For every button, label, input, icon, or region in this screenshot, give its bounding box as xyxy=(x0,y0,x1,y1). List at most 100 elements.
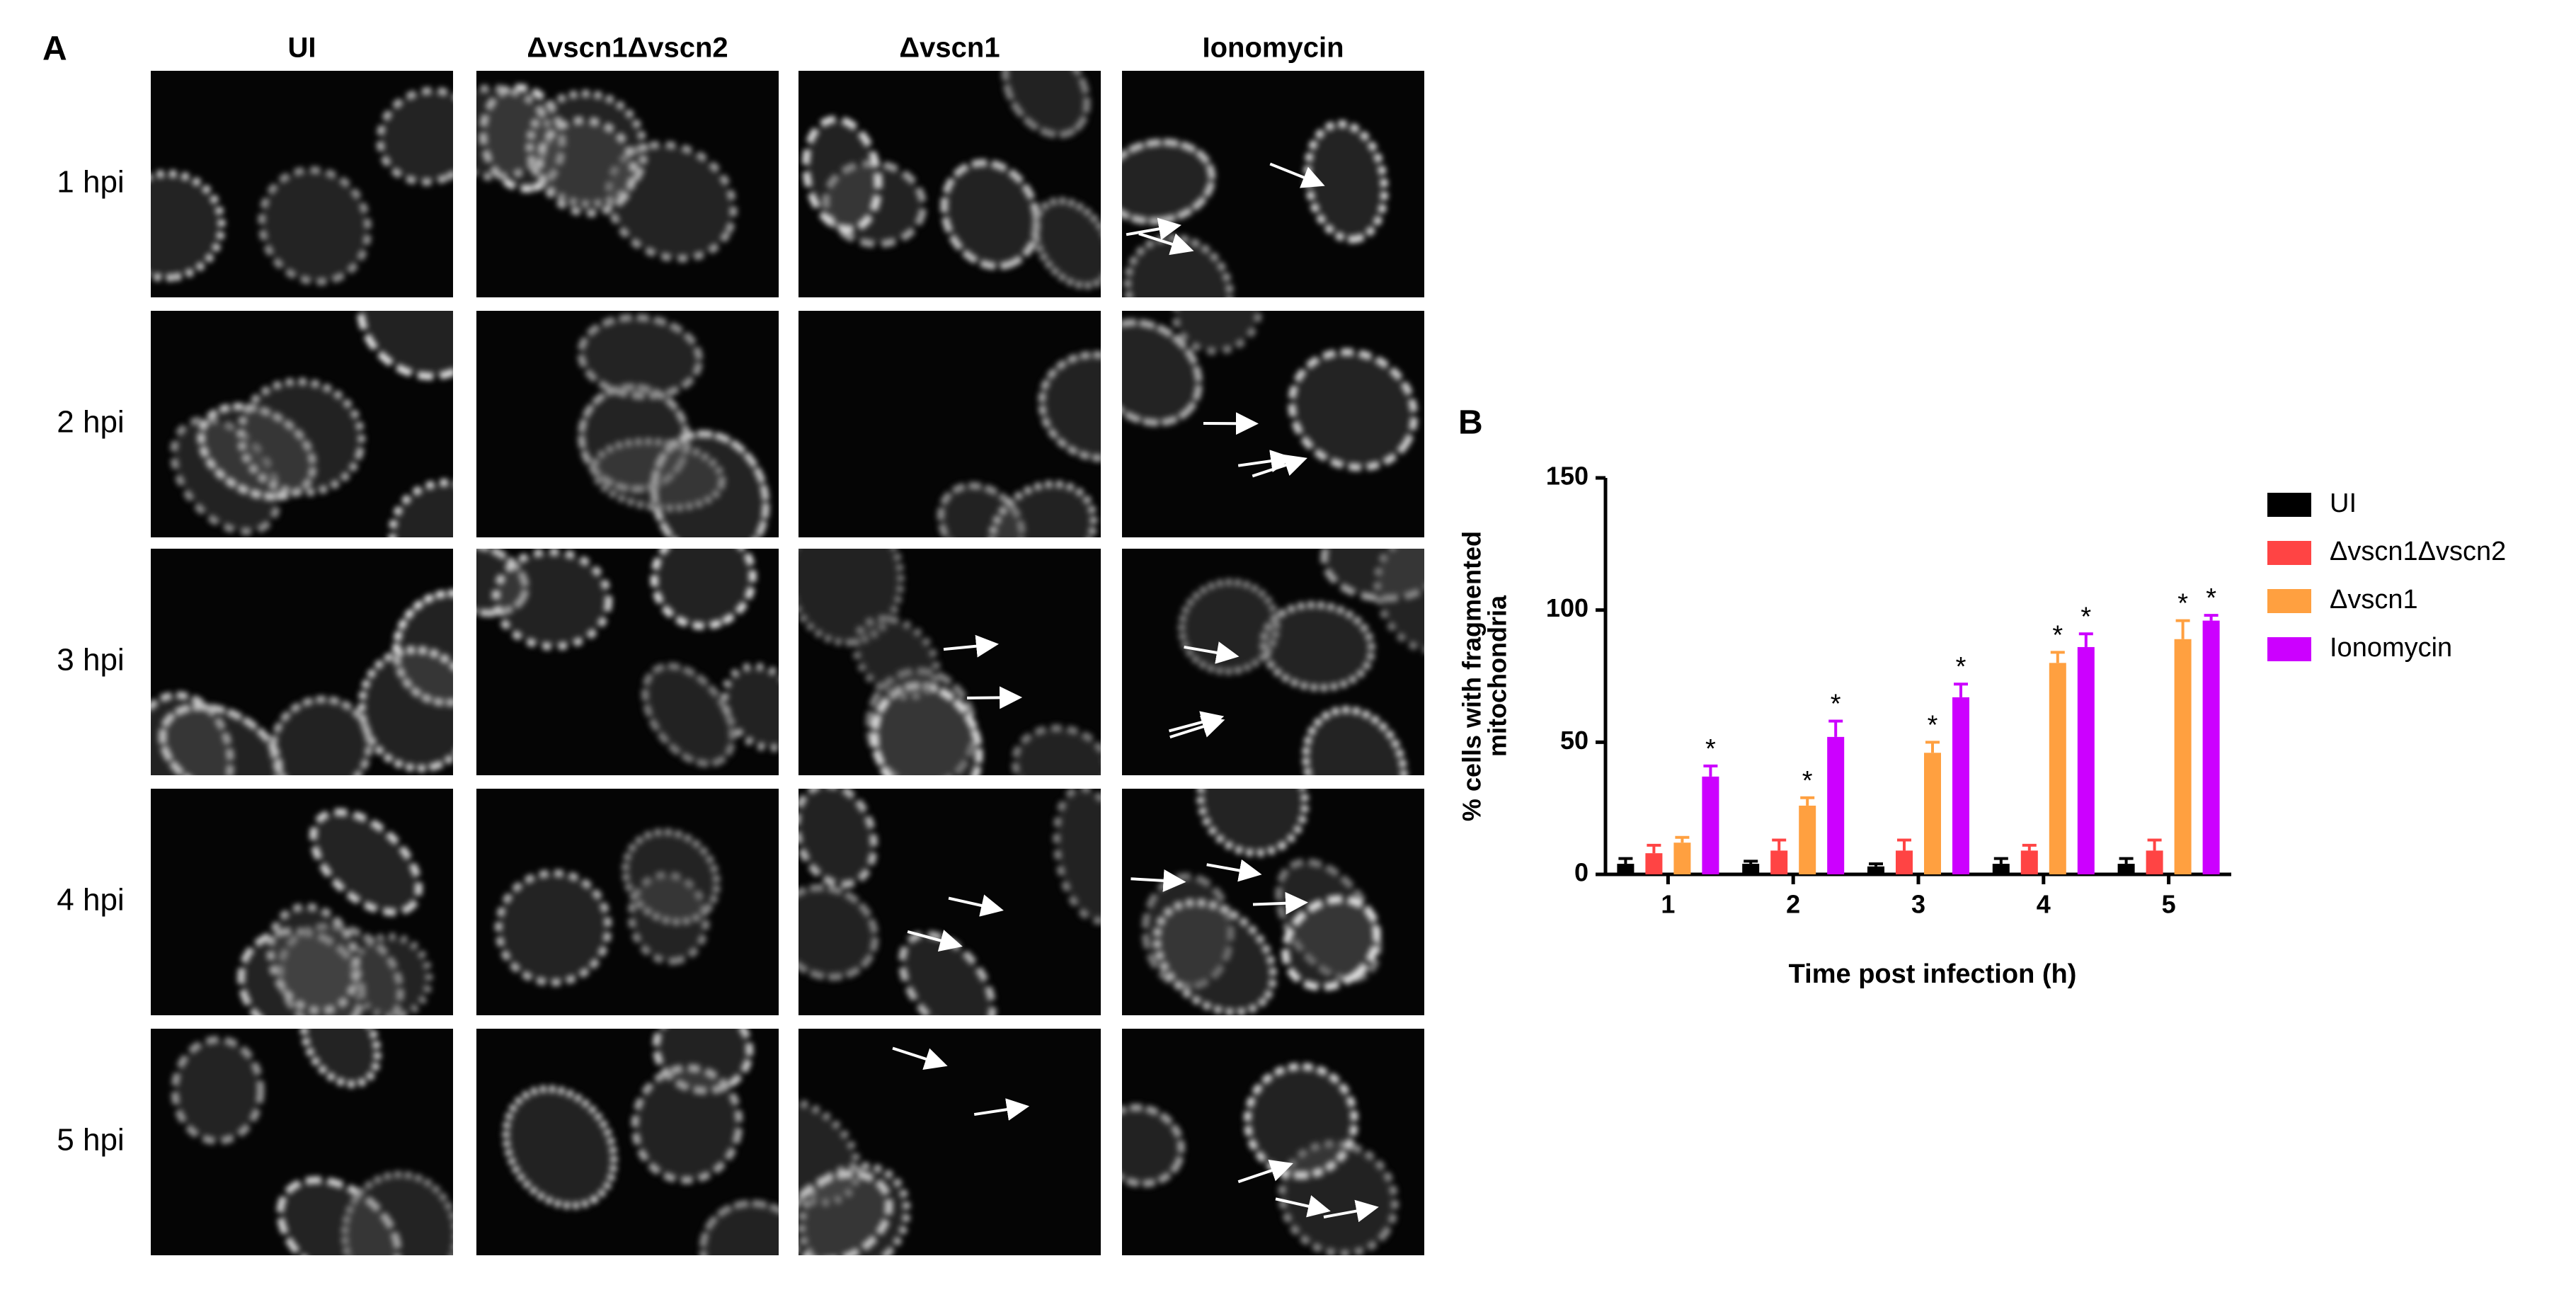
bar xyxy=(1702,776,1719,874)
cell xyxy=(699,1199,779,1255)
significance-marker: * xyxy=(1802,766,1813,796)
cell xyxy=(357,311,453,380)
cell xyxy=(1038,350,1101,462)
significance-marker: * xyxy=(1705,734,1716,764)
cell xyxy=(988,480,1098,537)
legend-swatch xyxy=(2267,493,2311,517)
legend-label: Ionomycin xyxy=(2330,633,2452,663)
panel-label: A xyxy=(42,30,67,68)
cells xyxy=(237,808,433,1015)
bar xyxy=(1617,864,1635,874)
bar xyxy=(1992,864,2010,874)
cell xyxy=(622,828,721,926)
cell xyxy=(1172,311,1263,355)
y-tick-label: 50 xyxy=(1560,726,1588,755)
cell xyxy=(1011,724,1101,775)
arrow xyxy=(1252,891,1308,915)
bar xyxy=(1952,697,1969,874)
micrograph xyxy=(1122,71,1424,297)
arrow xyxy=(1252,454,1307,478)
y-axis-title: mitochondria xyxy=(1483,595,1512,757)
cell xyxy=(940,159,1041,270)
cell xyxy=(1281,895,1381,991)
bar xyxy=(1645,853,1663,874)
x-tick-label: 2 xyxy=(1786,890,1800,919)
cell xyxy=(309,808,423,916)
significance-marker: * xyxy=(1831,689,1841,719)
row-label: 3 hpi xyxy=(57,643,124,678)
cell xyxy=(376,86,453,186)
cell xyxy=(721,663,779,752)
bar xyxy=(1799,805,1816,874)
cells xyxy=(171,1029,453,1255)
micrograph xyxy=(798,789,1101,1015)
cell xyxy=(802,115,882,234)
significance-marker: * xyxy=(2206,583,2216,613)
arrow xyxy=(1269,162,1325,188)
cell xyxy=(577,314,703,400)
micrograph xyxy=(798,71,1101,297)
column-header: UI xyxy=(288,33,316,64)
bar xyxy=(1924,753,1941,874)
cell xyxy=(631,1064,743,1184)
cells xyxy=(802,71,1101,290)
micrograph xyxy=(1122,549,1424,775)
arrow xyxy=(1184,641,1240,664)
arrow xyxy=(892,1046,948,1070)
arrow xyxy=(1138,232,1194,256)
cell xyxy=(1153,898,1277,1015)
micrograph xyxy=(151,549,453,775)
cell xyxy=(1002,71,1091,139)
cell xyxy=(159,703,283,775)
micrograph xyxy=(798,311,1101,537)
cell xyxy=(236,377,365,496)
bar xyxy=(2117,864,2135,874)
x-axis-title: Time post infection (h) xyxy=(1789,959,2077,989)
cell xyxy=(1122,1104,1185,1187)
legend-swatch xyxy=(2267,541,2311,565)
bar xyxy=(2049,663,2066,874)
micrograph xyxy=(1122,789,1424,1015)
cell xyxy=(1123,234,1234,297)
x-tick-label: 3 xyxy=(1911,890,1925,919)
micrograph xyxy=(151,311,453,537)
cell xyxy=(495,869,612,986)
cell xyxy=(171,1036,265,1145)
cell xyxy=(1244,1063,1358,1180)
cell xyxy=(1122,319,1203,427)
cell xyxy=(1304,120,1388,244)
cells xyxy=(937,350,1101,537)
cell xyxy=(590,438,726,512)
arrow xyxy=(1237,450,1294,472)
cell xyxy=(1196,789,1309,857)
y-tick-label: 0 xyxy=(1574,858,1588,887)
cell xyxy=(1373,549,1424,654)
arrow xyxy=(943,634,999,658)
micrograph xyxy=(151,789,453,1015)
micrograph xyxy=(151,71,453,297)
cell xyxy=(898,930,997,1015)
row-label: 1 hpi xyxy=(57,165,124,200)
column-header: Δvscn1 xyxy=(899,33,1000,64)
significance-marker: * xyxy=(2177,589,2188,619)
column-header: Ionomycin xyxy=(1202,33,1344,64)
significance-marker: * xyxy=(2080,602,2091,632)
cell xyxy=(269,695,373,775)
significance-marker: * xyxy=(1956,652,1967,682)
arrow xyxy=(1275,1195,1331,1218)
micrograph xyxy=(476,1029,779,1255)
bar xyxy=(2202,620,2220,874)
cells xyxy=(170,311,453,537)
micrograph xyxy=(476,311,779,537)
bar-chart: 0 50 100 150 % cells with fragmentedmitochon… xyxy=(1458,462,2507,990)
significance-marker: * xyxy=(1928,710,1938,740)
arrow xyxy=(1206,859,1262,882)
cell xyxy=(798,1170,893,1255)
bar xyxy=(2077,646,2095,874)
row-label: 2 hpi xyxy=(57,405,124,440)
cell xyxy=(258,166,372,286)
cell xyxy=(798,884,879,981)
cells xyxy=(798,1096,911,1255)
